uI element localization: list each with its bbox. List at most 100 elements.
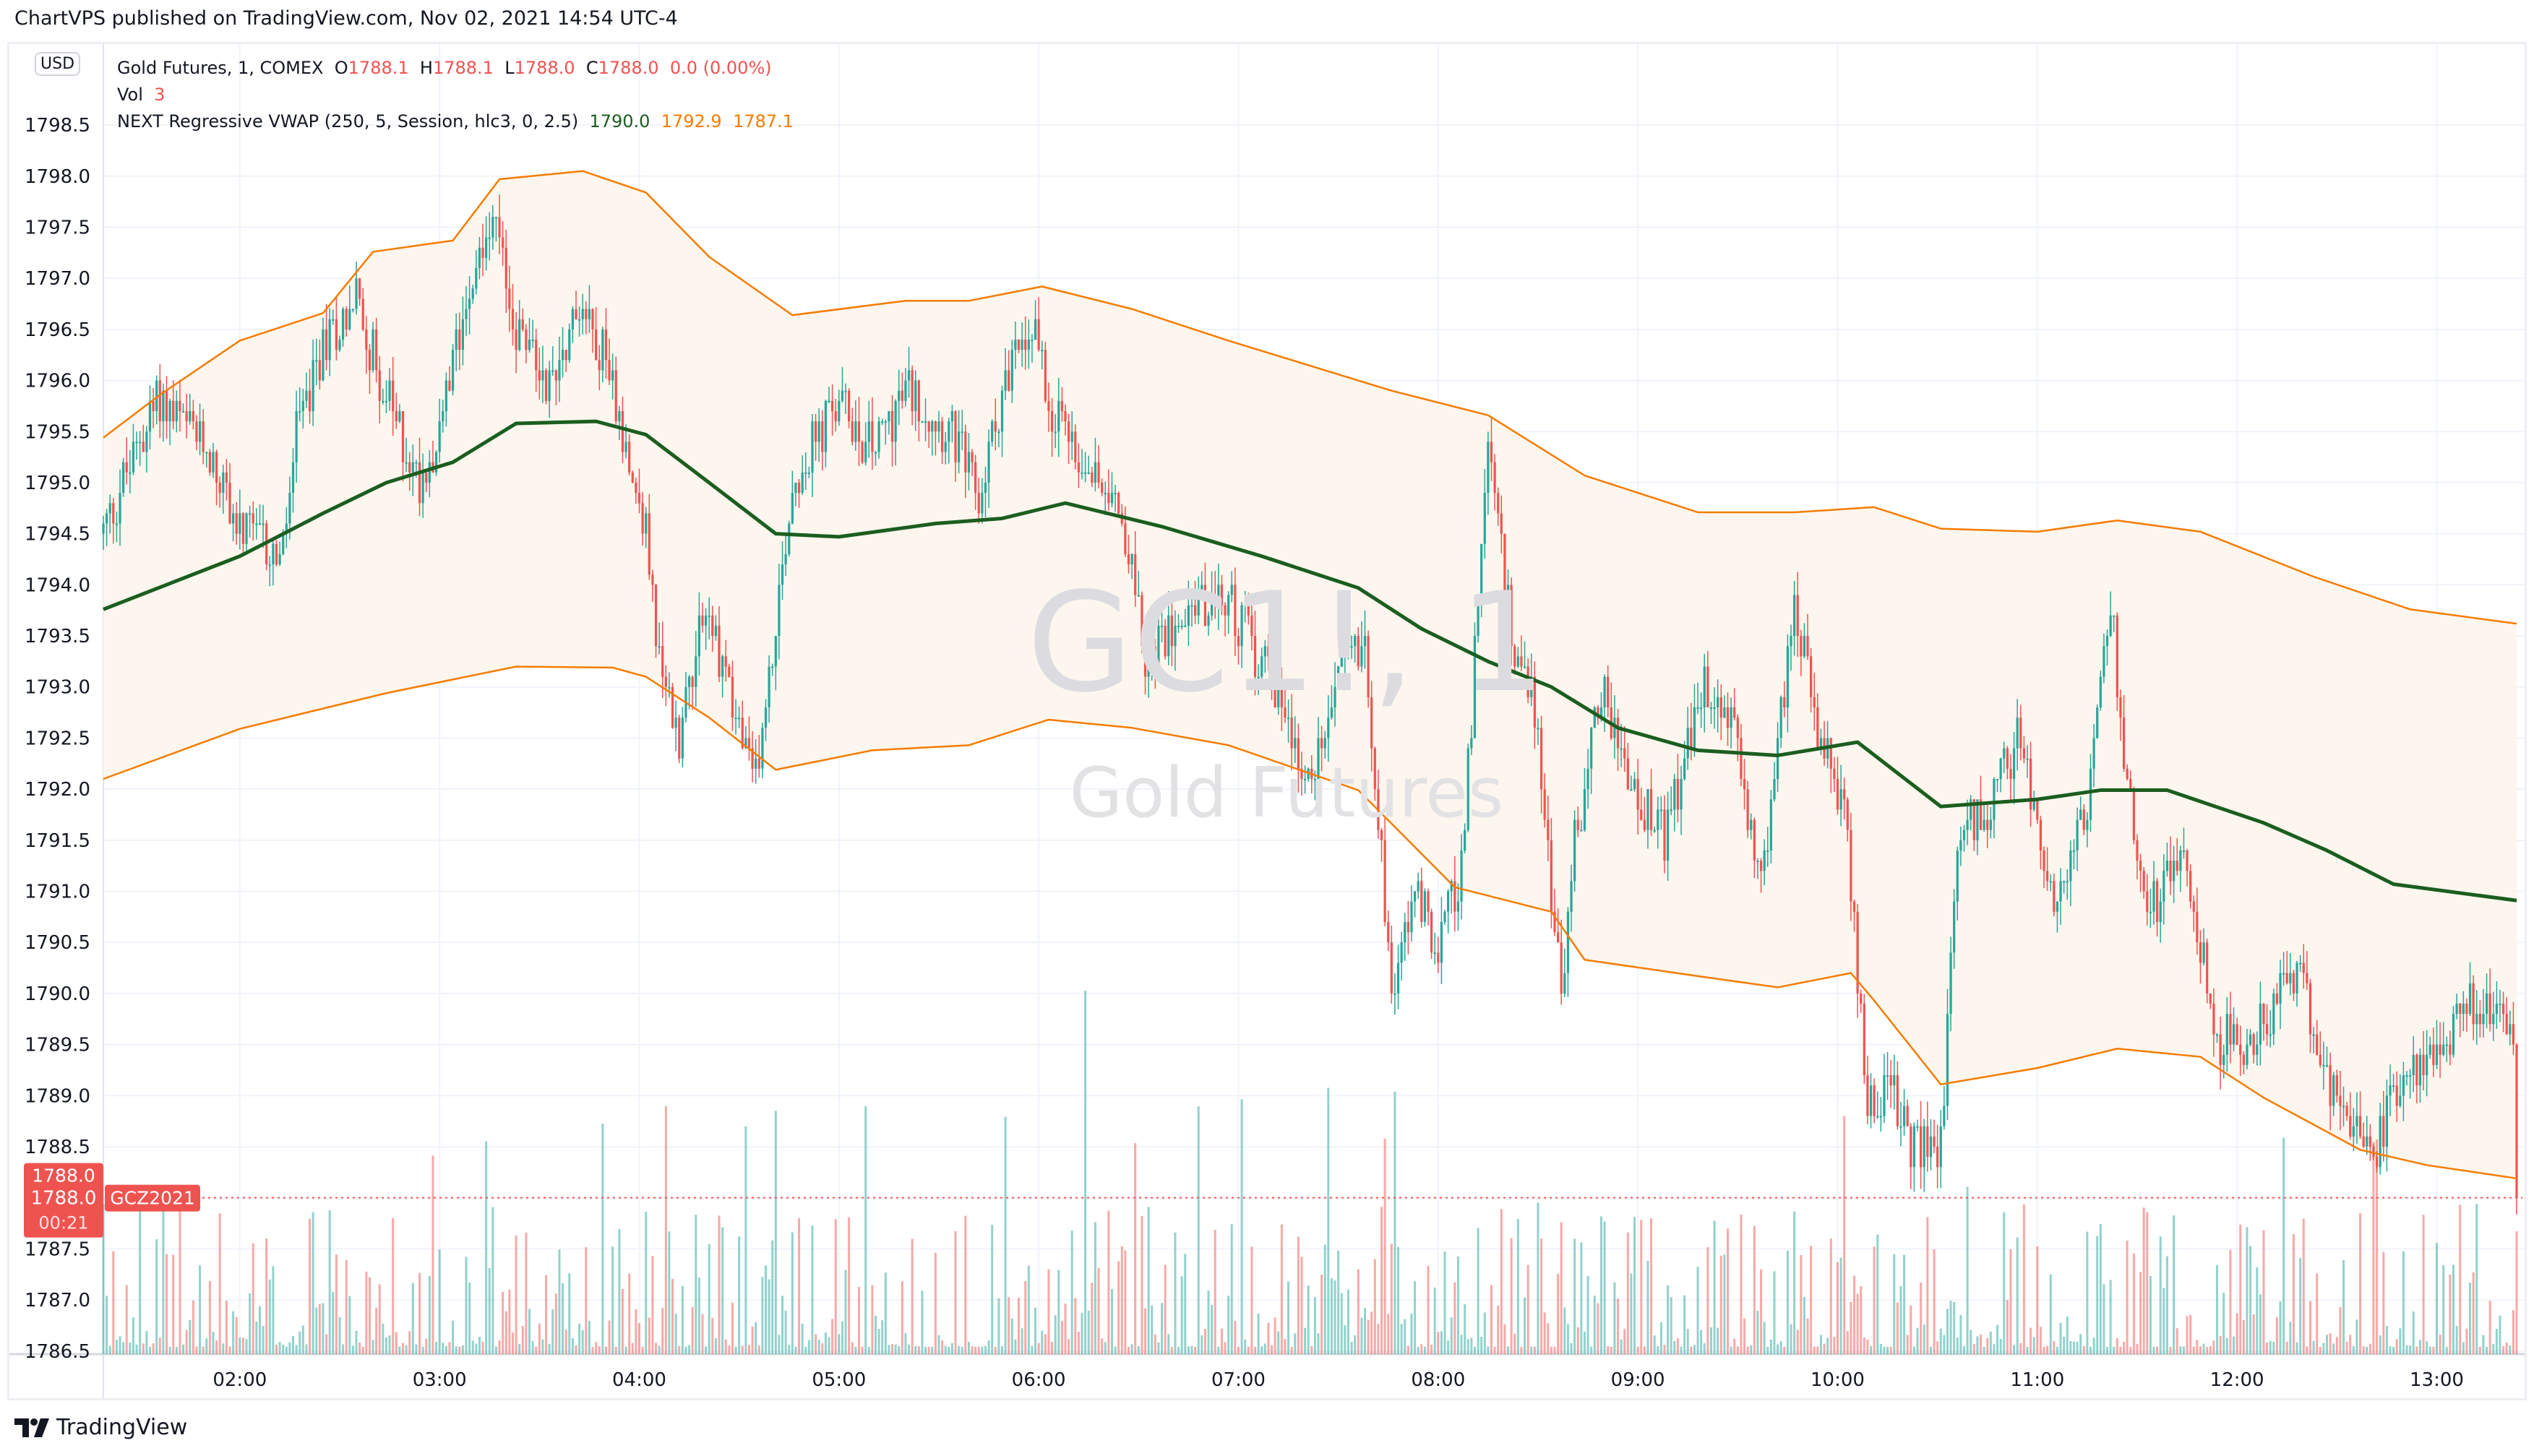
volume-bar <box>1214 1230 1216 1354</box>
candle-body <box>588 309 591 319</box>
candle-body <box>1010 350 1013 391</box>
candle-body <box>152 400 155 411</box>
volume-bar <box>2239 1224 2242 1354</box>
candle-body <box>179 400 181 411</box>
volume-bar <box>1733 1338 1736 1354</box>
candle-body <box>1184 625 1187 627</box>
indicator-legend-row[interactable]: NEXT Regressive VWAP (250, 5, Session, h… <box>117 108 794 135</box>
volume-bar <box>2302 1218 2305 1354</box>
volume-bar <box>1507 1346 1510 1354</box>
candle-body <box>674 718 677 728</box>
candle-body <box>2086 819 2089 830</box>
candle-body <box>937 421 940 432</box>
candle-body <box>1873 1085 1876 1116</box>
symbol-legend-row[interactable]: Gold Futures, 1, COMEX O1788.1 H1788.1 L… <box>117 55 794 82</box>
volume-bar <box>1227 1296 1230 1354</box>
candle-body <box>1989 819 1992 830</box>
price-tick-label: 1789.5 <box>25 1035 90 1056</box>
candle-body <box>295 410 298 462</box>
candle-body <box>2478 1014 2481 1025</box>
candle-body <box>1151 646 1154 657</box>
candle-body <box>854 421 857 442</box>
volume-bar <box>2212 1340 2215 1354</box>
candle-body <box>1790 636 1792 647</box>
volume-bar <box>608 1320 611 1354</box>
volume-bar <box>1766 1346 1769 1354</box>
volume-bar <box>701 1314 704 1354</box>
time-tick-label: 11:00 <box>2010 1369 2064 1391</box>
volume-bar <box>1886 1347 1889 1354</box>
volume-bar <box>295 1345 298 1354</box>
candle-body <box>2355 1116 2358 1127</box>
volume-legend-row[interactable]: Vol 3 <box>117 82 794 108</box>
volume-bar <box>631 1343 634 1354</box>
candle-body <box>724 656 727 667</box>
candle-body <box>222 472 225 494</box>
volume-bar <box>1387 1314 1390 1354</box>
candle-body <box>1110 493 1114 504</box>
candle-body <box>2169 861 2172 882</box>
candle-body <box>1863 1004 1865 1076</box>
candle-body <box>1094 462 1097 483</box>
volume-bar <box>2013 1345 2016 1354</box>
volume-bar <box>2132 1253 2135 1354</box>
candle-body <box>1393 993 1396 995</box>
time-tick-label: 10:00 <box>1811 1369 1865 1391</box>
volume-bar <box>1070 1230 1073 1354</box>
candle-body <box>1779 697 1782 738</box>
volume-bar <box>478 1336 481 1354</box>
candle-body <box>1443 911 1446 922</box>
candle-body <box>1190 605 1193 607</box>
volume-bar <box>1989 1331 1992 1354</box>
candle-body <box>2136 840 2139 861</box>
volume-bar <box>1910 1305 1912 1354</box>
volume-bar <box>239 1337 241 1354</box>
volume-bar <box>418 1272 421 1354</box>
candle-body <box>971 452 974 462</box>
candle-body <box>604 329 608 361</box>
volume-bar <box>408 1331 411 1354</box>
volume-bar <box>1583 1331 1586 1354</box>
candle-body <box>1717 697 1719 708</box>
candle-body <box>2285 973 2288 983</box>
candle-body <box>305 390 308 401</box>
volume-bar <box>2415 1346 2418 1354</box>
volume-bar <box>1586 1276 1589 1354</box>
volume-bar <box>1560 1222 1563 1354</box>
candle-body <box>548 370 551 401</box>
candle-body <box>245 513 248 544</box>
price-tick-label: 1795.0 <box>25 473 90 494</box>
candle-body <box>1154 646 1156 667</box>
volume-bar <box>1154 1334 1156 1354</box>
candle-body <box>192 410 194 422</box>
candle-body <box>1008 370 1010 391</box>
footer-brand[interactable]: TradingView <box>14 1415 187 1440</box>
candle-body <box>2022 748 2025 759</box>
candle-body <box>175 400 178 422</box>
volume-bar <box>671 1278 674 1354</box>
volume-bar <box>924 1346 927 1354</box>
currency-button[interactable]: USD <box>35 52 81 76</box>
candle-body <box>874 452 877 454</box>
candle-body <box>950 410 954 422</box>
volume-bar <box>2176 1328 2178 1354</box>
candle-body <box>1530 676 1533 697</box>
candle-body <box>1976 799 1979 840</box>
candle-body <box>351 309 355 311</box>
candle-body <box>515 329 517 350</box>
candle-body <box>1986 819 1989 830</box>
volume-bar <box>564 1330 567 1354</box>
volume-bar <box>1014 1339 1017 1354</box>
candle-body <box>2219 1034 2222 1065</box>
volume-bar <box>691 1306 694 1354</box>
candle-body <box>1962 830 1966 840</box>
candle-body <box>2332 1075 2335 1106</box>
candle-body <box>205 452 208 454</box>
volume-bar <box>222 1343 225 1354</box>
volume-bar <box>335 1254 338 1354</box>
candle-body <box>1470 738 1473 749</box>
volume-bar <box>1320 1274 1323 1354</box>
candle-body <box>2012 748 2016 779</box>
candle-body <box>1866 1075 1869 1116</box>
